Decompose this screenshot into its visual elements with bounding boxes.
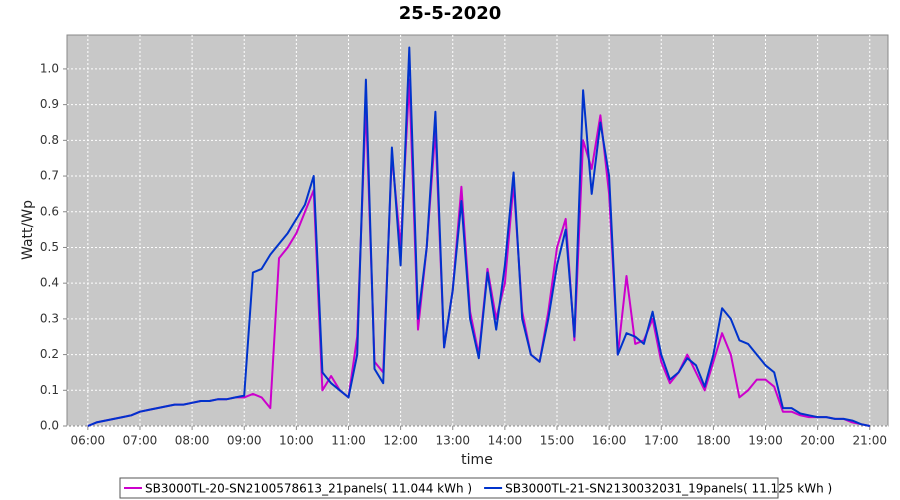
y-tick-label: 1.0 bbox=[40, 61, 59, 75]
x-tick-label: 13:00 bbox=[435, 434, 470, 448]
x-tick-label: 06:00 bbox=[71, 434, 106, 448]
y-tick-label: 0.1 bbox=[40, 383, 59, 397]
y-tick-label: 0.3 bbox=[40, 311, 59, 325]
y-tick-label: 0.6 bbox=[40, 204, 59, 218]
y-tick-label: 0.9 bbox=[40, 97, 59, 111]
x-tick-label: 09:00 bbox=[227, 434, 262, 448]
legend-label: SB3000TL-21-SN2130032031_19panels( 11.12… bbox=[505, 482, 832, 496]
y-tick-label: 0.7 bbox=[40, 169, 59, 183]
y-tick-label: 0.4 bbox=[40, 276, 59, 290]
chart-title: 25-5-2020 bbox=[399, 3, 502, 24]
legend-box bbox=[119, 477, 779, 499]
x-tick-label: 21:00 bbox=[852, 434, 887, 448]
x-tick-label: 10:00 bbox=[279, 434, 314, 448]
y-tick-label: 0.5 bbox=[40, 240, 59, 254]
x-tick-label: 11:00 bbox=[331, 434, 366, 448]
x-tick-label: 08:00 bbox=[175, 434, 210, 448]
x-tick-label: 15:00 bbox=[540, 434, 575, 448]
x-tick-label: 14:00 bbox=[488, 434, 523, 448]
y-tick-label: 0.8 bbox=[40, 133, 59, 147]
legend-label: SB3000TL-20-SN2100578613_21panels( 11.04… bbox=[145, 482, 472, 496]
x-axis-title: time bbox=[461, 452, 493, 468]
x-tick-label: 17:00 bbox=[644, 434, 679, 448]
y-tick-label: 0.2 bbox=[40, 347, 59, 361]
x-tick-label: 07:00 bbox=[123, 434, 158, 448]
series-line bbox=[87, 46, 871, 427]
x-tick-label: 12:00 bbox=[383, 434, 418, 448]
y-tick-label: 0.0 bbox=[40, 419, 59, 433]
y-axis-title: Watt/Wp bbox=[20, 200, 36, 260]
x-tick-label: 18:00 bbox=[696, 434, 731, 448]
plot-area bbox=[66, 34, 889, 427]
x-tick-label: 20:00 bbox=[800, 434, 835, 448]
x-tick-label: 16:00 bbox=[592, 434, 627, 448]
x-tick-label: 19:00 bbox=[748, 434, 783, 448]
